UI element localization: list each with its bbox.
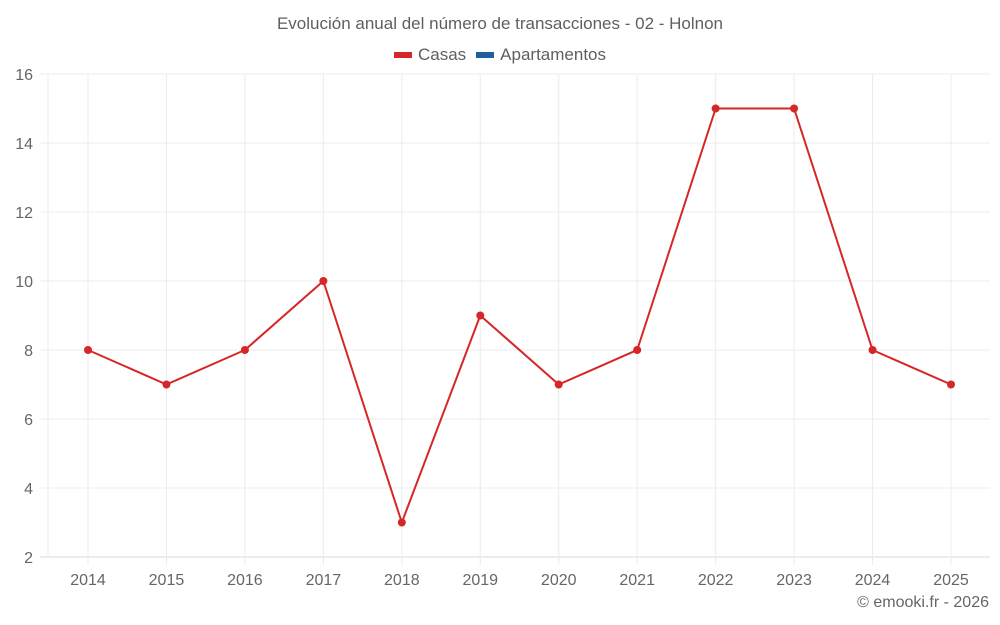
chart-title: Evolución anual del número de transaccio… (276, 14, 724, 33)
y-tick-label: 6 (24, 412, 33, 429)
y-tick-label: 4 (24, 481, 33, 498)
x-tick-label: 2015 (149, 572, 185, 589)
data-point[interactable] (633, 346, 642, 354)
data-point[interactable] (476, 311, 485, 320)
y-tick-label: 8 (24, 343, 33, 360)
y-tick-label: 14 (15, 136, 33, 153)
data-point[interactable] (554, 380, 563, 389)
data-point[interactable] (162, 380, 171, 389)
legend-swatch-apartamentos (476, 52, 495, 58)
x-tick-label: 2017 (306, 572, 342, 589)
x-tick-label: 2024 (855, 572, 891, 589)
data-point[interactable] (790, 104, 799, 113)
x-tick-label: 2020 (541, 572, 577, 589)
data-point[interactable] (84, 346, 92, 354)
legend-label-casas: Casas (417, 45, 467, 64)
x-tick-label: 2023 (776, 572, 812, 589)
data-point[interactable] (240, 346, 249, 354)
y-tick-label: 12 (15, 205, 33, 222)
data-point[interactable] (947, 380, 955, 389)
y-tick-label: 2 (24, 550, 33, 567)
y-tick-label: 16 (15, 67, 33, 84)
x-tick-label: 2016 (227, 572, 263, 589)
legend-swatch-casas (393, 52, 412, 58)
legend: Casas Apartamentos (0, 45, 1000, 65)
legend-item-apartamentos[interactable]: Apartamentos (476, 45, 606, 65)
data-point[interactable] (319, 277, 328, 285)
legend-label-apartamentos: Apartamentos (500, 45, 607, 64)
grid-lines (40, 73, 990, 565)
y-axis: 2 4 6 8 10 12 14 16 (15, 67, 33, 567)
x-tick-label: 2021 (619, 572, 655, 589)
y-tick-label: 10 (15, 274, 33, 291)
x-tick-label: 2018 (384, 572, 420, 589)
x-tick-label: 2014 (70, 572, 106, 589)
x-tick-label: 2019 (462, 572, 498, 589)
x-axis: 2014 2015 2016 2017 2018 2019 2020 2021 2022 2023… (70, 572, 969, 589)
x-tick-label: 2025 (933, 572, 969, 589)
credit-text: © emooki.fr - 2026 (857, 594, 989, 611)
series-casas (84, 104, 955, 527)
legend-item-casas[interactable]: Casas (393, 45, 467, 65)
data-point[interactable] (397, 518, 406, 527)
data-point[interactable] (711, 104, 720, 113)
x-tick-label: 2022 (698, 572, 734, 589)
data-point[interactable] (868, 346, 877, 354)
